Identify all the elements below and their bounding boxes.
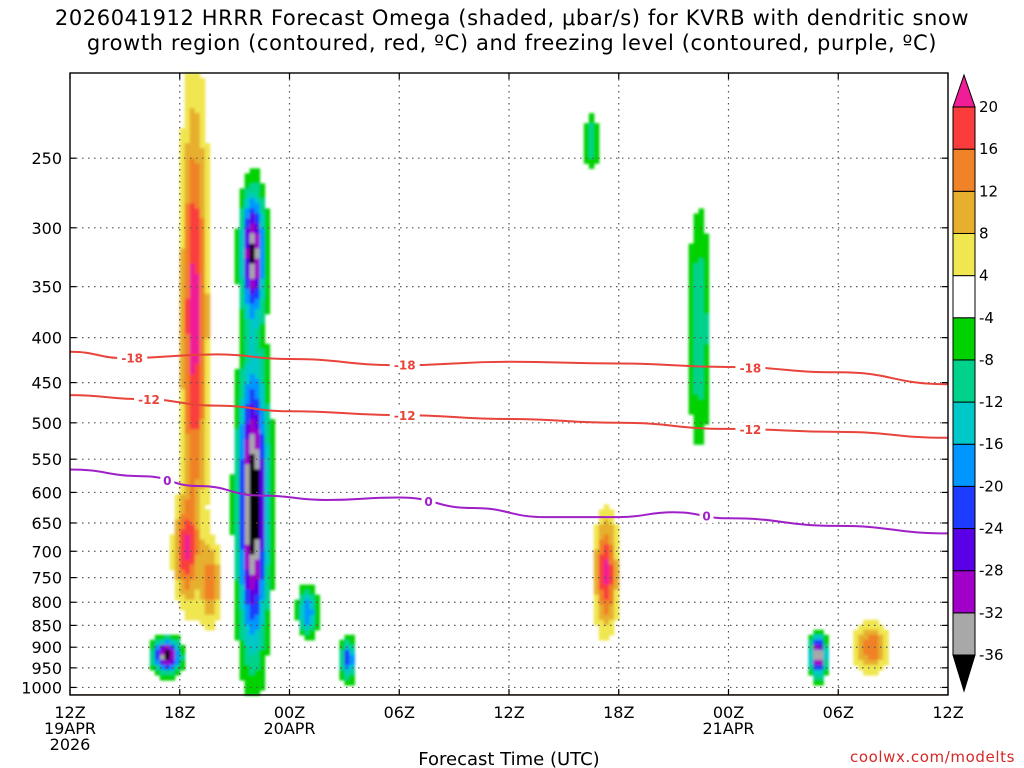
y-tick-label: 250 (31, 149, 62, 168)
contour-line--18 (69, 350, 949, 386)
colorbar-label: -28 (979, 562, 1004, 580)
colorbar-swatch (952, 275, 976, 319)
y-tick-label: 650 (31, 514, 62, 533)
colorbar-label: -16 (979, 435, 1004, 453)
colorbar-label: 20 (979, 98, 998, 116)
y-tick-label: 600 (31, 483, 62, 502)
x-tick-label: 00Z (274, 703, 305, 722)
colorbar-swatch (952, 401, 976, 445)
colorbar-label: 4 (979, 267, 989, 285)
colorbar-label: -24 (979, 520, 1004, 538)
y-tick-label: 550 (31, 450, 62, 469)
x-tick-label: 00Z (713, 703, 744, 722)
omega-shading (149, 73, 889, 696)
x-tick-label: 19APR (44, 719, 96, 738)
y-tick-label: 350 (31, 278, 62, 297)
colorbar-swatch (952, 485, 976, 530)
x-tick-label: 12Z (932, 703, 963, 722)
colorbar-swatch (952, 359, 976, 403)
colorbar-label: -4 (979, 309, 994, 327)
y-tick-label: 1000 (21, 678, 62, 697)
colorbar-swatch (952, 148, 976, 192)
x-tick-label: 20APR (263, 719, 315, 738)
x-axis-title: Forecast Time (UTC) (418, 749, 599, 768)
y-tick-label: 750 (31, 569, 62, 588)
contour-label: 0 (702, 509, 710, 523)
contour-label: -18 (740, 362, 762, 376)
contour-label: -12 (138, 393, 160, 407)
colorbar-label: -20 (979, 477, 1004, 495)
colorbar-label: 8 (979, 224, 989, 242)
x-tick-label: 06Z (384, 703, 415, 722)
colorbar-min-triangle (952, 654, 976, 693)
colorbar-swatch (952, 232, 976, 277)
x-tick-label: 12Z (493, 703, 524, 722)
x-tick-label: 21APR (702, 719, 754, 738)
contour-label: -12 (394, 409, 416, 423)
colorbar-label: -12 (979, 393, 1004, 411)
y-tick-label: 400 (31, 329, 62, 348)
x-tick-label: 18Z (164, 703, 195, 722)
colorbar-label: -32 (979, 604, 1004, 622)
contour-label: 0 (424, 495, 432, 509)
credit-text: coolwx.com/modelts (850, 748, 1015, 766)
x-tick-label: 2026 (50, 735, 91, 754)
y-tick-label: 300 (31, 219, 62, 238)
colorbar-swatch (952, 528, 976, 572)
y-tick-label: 950 (31, 659, 62, 678)
x-tick-label: 06Z (823, 703, 854, 722)
y-tick-label: 800 (31, 593, 62, 612)
colorbar-swatch (952, 570, 976, 614)
contour-label: -18 (394, 359, 416, 373)
colorbar-swatch (952, 190, 976, 234)
y-tick-label: 900 (31, 638, 62, 657)
colorbar-label: 12 (979, 182, 998, 200)
x-tick-label: 12Z (54, 703, 85, 722)
colorbar-swatch (952, 106, 976, 150)
title-line-1: 2026041912 HRRR Forecast Omega (shaded, … (54, 6, 970, 30)
colorbar-max-triangle (952, 73, 976, 108)
contour-label: 0 (163, 474, 171, 488)
colorbar-swatch (952, 443, 976, 487)
contour-line--12 (69, 394, 949, 439)
y-tick-label: 500 (31, 414, 62, 433)
colorbar-label: -8 (979, 351, 994, 369)
contour-label: -12 (740, 423, 762, 437)
y-tick-label: 450 (31, 374, 62, 393)
y-tick-label: 700 (31, 542, 62, 561)
colorbar-label: -36 (979, 646, 1004, 664)
y-tick-label: 850 (31, 616, 62, 635)
contour-line-0 (69, 468, 949, 535)
x-tick-label: 18Z (603, 703, 634, 722)
colorbar-swatch (952, 317, 976, 361)
contour-label: -18 (121, 351, 143, 365)
title-line-2: growth region (contoured, red, ºC) and f… (86, 31, 938, 55)
colorbar-label: 16 (979, 140, 998, 158)
colorbar-swatch (952, 612, 976, 656)
chart-title: 2026041912 HRRR Forecast Omega (shaded, … (0, 6, 1024, 56)
